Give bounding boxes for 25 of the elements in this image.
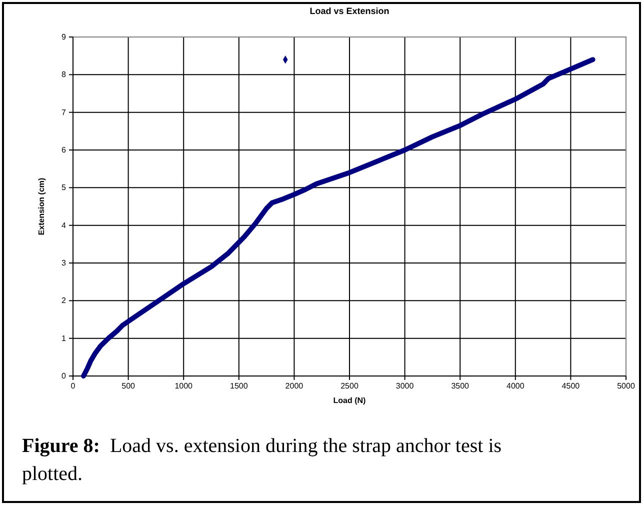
y-tick-label: 4: [62, 220, 67, 230]
y-tick-label: 5: [62, 183, 67, 192]
x-axis-title: Load (N): [333, 396, 366, 405]
y-tick-label: 7: [62, 108, 67, 117]
x-tick-label: 3500: [451, 382, 470, 391]
y-tick-label: 9: [62, 32, 67, 42]
y-tick-label: 1: [62, 334, 67, 343]
x-tick-label: 3000: [396, 382, 414, 391]
x-tick-label: 2500: [340, 382, 359, 391]
x-tick-label: 2000: [285, 382, 304, 391]
y-tick-label: 8: [62, 70, 67, 80]
x-tick-label: 5000: [617, 382, 636, 391]
y-tick-label: 0: [62, 372, 67, 381]
x-tick-label: 0: [70, 382, 76, 391]
y-axis-title: Extension (cm): [37, 177, 46, 236]
x-tick-label: 4000: [506, 382, 525, 391]
chart-title: Load vs Extension: [310, 6, 390, 16]
text: Figure 8: Load vs. extension during the strap anchor test is plotted.: [22, 435, 502, 485]
x-tick-label: 1500: [230, 382, 248, 391]
x-tick-label: 1000: [174, 382, 194, 391]
y-tick-label: 3: [62, 258, 67, 268]
x-tick-label: 500: [122, 382, 136, 391]
x-tick-label: 4500: [562, 382, 580, 391]
y-tick-label: 6: [62, 146, 67, 155]
y-tick-label: 2: [62, 296, 67, 306]
